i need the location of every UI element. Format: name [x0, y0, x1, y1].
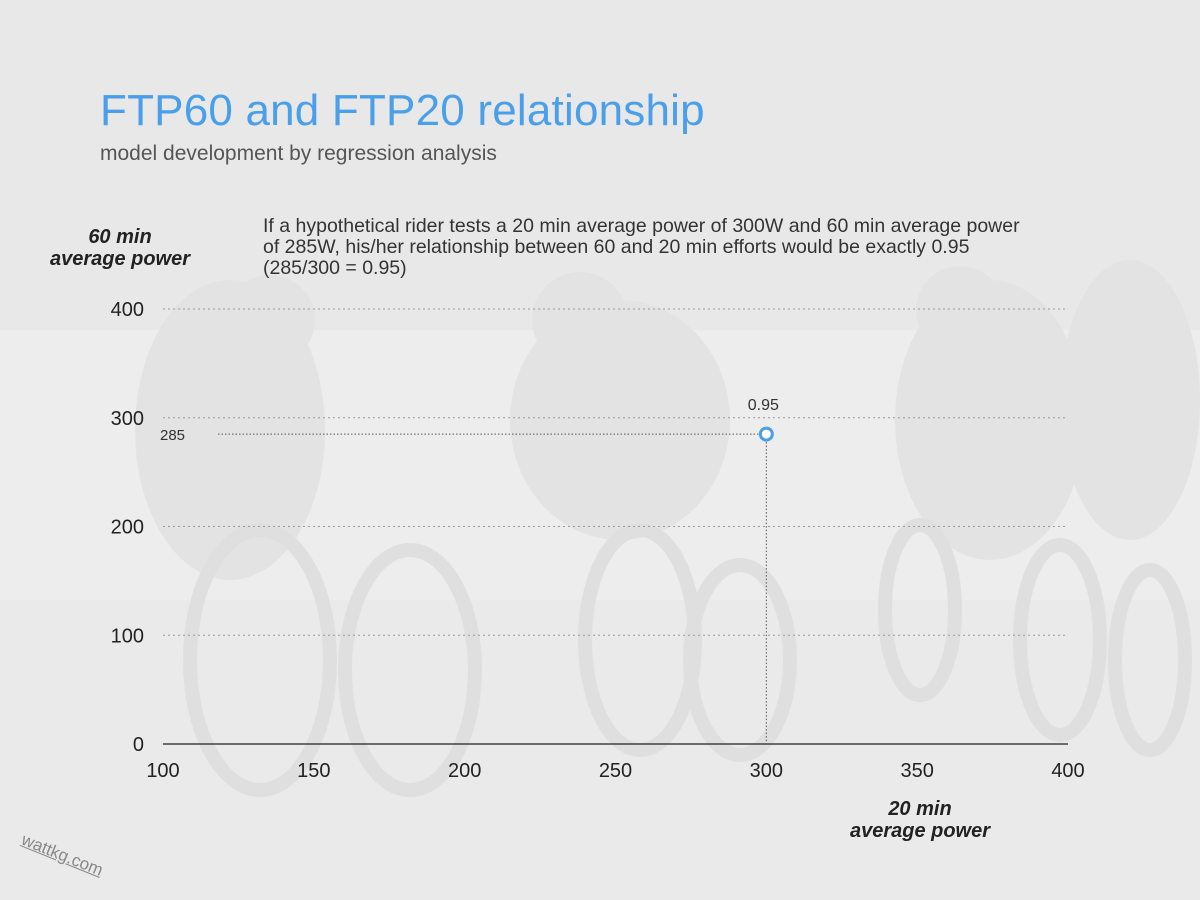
x-tick-label: 250	[599, 760, 632, 782]
y-tick-label: 0	[133, 734, 144, 756]
y-axis-label-line-1: 60 min	[88, 226, 152, 248]
x-tick-label: 300	[750, 760, 783, 782]
point-data-label: 0.95	[748, 397, 779, 414]
x-tick-label: 100	[146, 760, 179, 782]
y-axis-label-line-2: average power	[49, 248, 191, 270]
y-axis-label: 60 min average power	[40, 226, 200, 270]
data-point	[758, 426, 774, 442]
annotation-note: If a hypothetical rider tests a 20 min a…	[263, 215, 1020, 279]
y-tick-label: 400	[111, 299, 144, 321]
x-axis-label: 20 min average power	[830, 798, 1010, 842]
x-tick-label: 150	[297, 760, 330, 782]
x-tick-label: 200	[448, 760, 481, 782]
y-tick-label: 300	[111, 408, 144, 430]
x-axis-label-line-1: 20 min	[888, 798, 952, 820]
y-tick-label: 100	[111, 625, 144, 647]
chart-title: FTP60 and FTP20 relationship	[100, 86, 705, 135]
x-tick-label: 350	[900, 760, 933, 782]
x-tick-label: 400	[1051, 760, 1084, 782]
chart-subtitle: model development by regression analysis	[100, 142, 497, 165]
y-tick-label: 200	[111, 517, 144, 539]
x-axis-label-line-2: average power	[849, 820, 991, 842]
point-y-marker-label: 285	[160, 427, 185, 444]
